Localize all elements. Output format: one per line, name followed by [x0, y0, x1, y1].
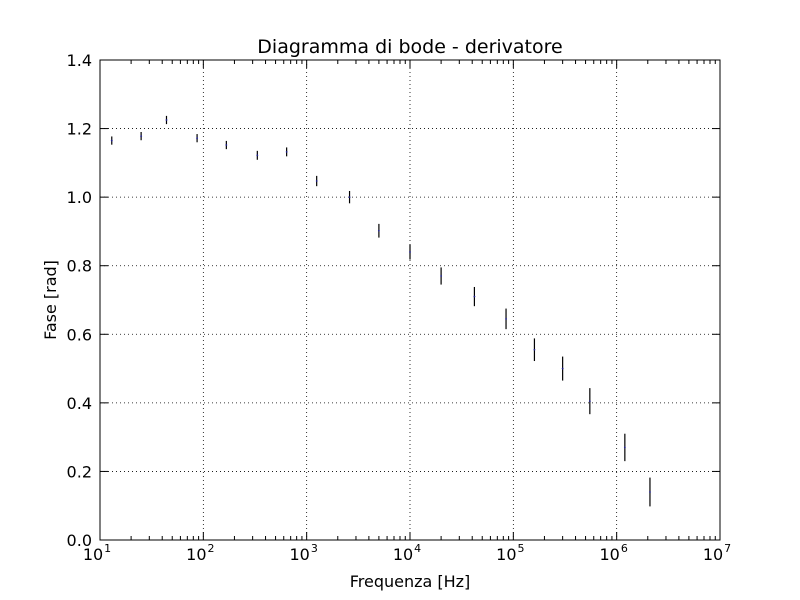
grid [100, 60, 720, 540]
data-point [533, 348, 536, 351]
axis-ticks: 101 102 103 104 105 106 107 0.0 0.2 0.4 0.6 0.8 1.0 1… [67, 51, 732, 564]
data-point [561, 367, 564, 370]
data-point [165, 119, 168, 121]
data-point [110, 139, 113, 142]
x-tick-label: 106 [599, 542, 627, 564]
y-tick-label: 0.4 [67, 394, 92, 413]
x-tick-label: 104 [393, 542, 421, 564]
x-tick-label: 102 [186, 542, 214, 564]
y-tick-label: 1.0 [67, 188, 92, 207]
chart-title: Diagramma di bode - derivatore [257, 36, 562, 58]
data-point [196, 137, 198, 140]
x-tick-label: 103 [289, 542, 317, 564]
y-tick-label: 1.4 [67, 51, 92, 70]
data-point [409, 251, 411, 253]
data-point [623, 446, 626, 449]
x-tick-label: 107 [703, 542, 731, 564]
data-point [440, 275, 443, 277]
data-point [588, 400, 591, 403]
data-points [110, 115, 651, 507]
data-point [315, 180, 318, 182]
data-point [348, 196, 351, 199]
data-point [377, 229, 380, 232]
y-tick-label: 0.2 [67, 462, 92, 481]
y-tick-label: 1.2 [67, 120, 92, 139]
data-point [505, 317, 507, 320]
data-point [285, 150, 288, 153]
x-axis-label: Frequenza [Hz] [350, 572, 471, 591]
y-tick-label: 0.0 [67, 531, 92, 550]
x-tick-label: 105 [496, 542, 524, 564]
data-point [256, 154, 259, 157]
data-point [649, 491, 651, 493]
y-axis-label: Fase [rad] [41, 260, 60, 340]
data-point [473, 295, 476, 298]
y-tick-label: 0.8 [67, 257, 92, 276]
data-point [140, 135, 143, 138]
y-tick-label: 0.6 [67, 325, 92, 344]
x-tick-label: 101 [83, 542, 111, 564]
data-point [225, 144, 228, 146]
